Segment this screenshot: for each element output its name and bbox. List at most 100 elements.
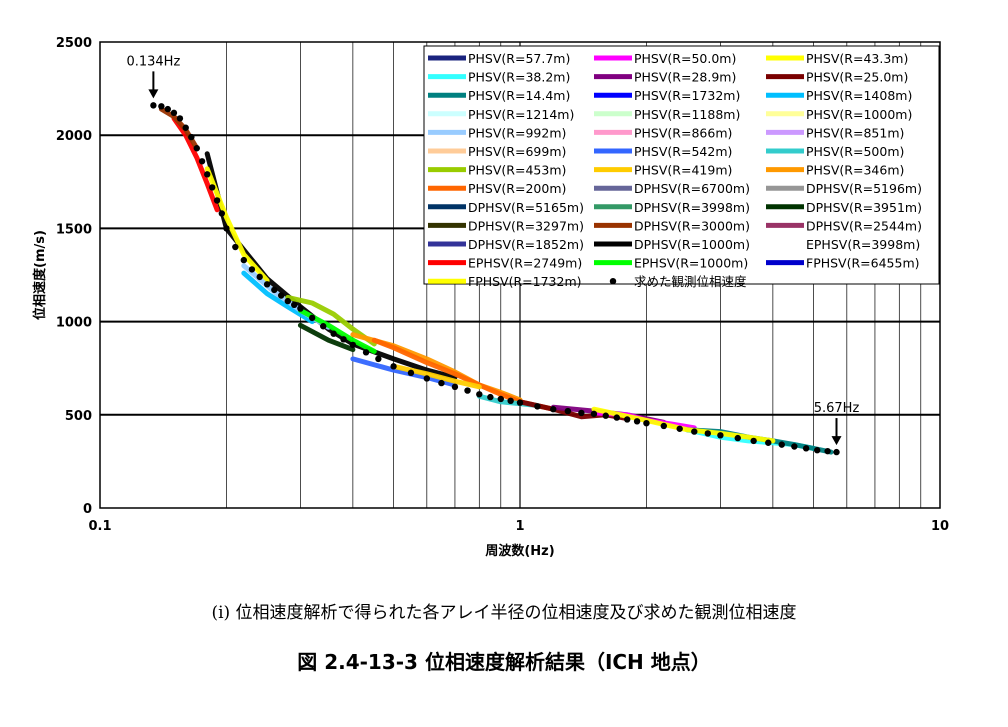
observed-point: [660, 422, 668, 430]
y-tick-label: 2000: [56, 129, 92, 144]
observed-point: [390, 363, 397, 370]
observed-point: [507, 397, 514, 405]
observed-point: [602, 412, 609, 419]
y-tick-label: 1000: [56, 316, 92, 331]
legend-label: PHSV(R=419m): [634, 163, 732, 178]
legend-label: PHSV(R=28.9m): [634, 70, 736, 85]
observed-point: [263, 281, 271, 288]
legend-label: PHSV(R=50.0m): [634, 51, 736, 66]
y-axis-label: 位相速度(m/s): [32, 230, 48, 320]
y-tick-label: 500: [65, 409, 92, 424]
observed-point: [423, 375, 431, 382]
observed-point: [271, 286, 278, 294]
observed-point: [164, 105, 171, 113]
observed-point: [633, 418, 641, 425]
observed-point: [150, 102, 157, 109]
y-tick-label: 1500: [56, 222, 92, 237]
legend-label: PHSV(R=200m): [468, 181, 566, 196]
observed-point: [624, 416, 631, 423]
observed-point: [813, 447, 821, 454]
observed-point: [362, 349, 370, 356]
tick-labels: 0 500 1000 1500 2000 2500 0.1 1 10: [56, 36, 949, 534]
observed-point: [407, 369, 415, 377]
legend-label: DPHSV(R=3951m): [806, 200, 922, 215]
legend-label: DPHSV(R=6700m): [634, 181, 750, 196]
legend-label: DPHSV(R=5196m): [806, 181, 922, 196]
legend-label: PHSV(R=43.3m): [806, 51, 908, 66]
observed-point: [176, 115, 184, 122]
x-axis-label: 周波数(Hz): [485, 543, 554, 559]
x-tick-label: 1: [515, 519, 524, 534]
observed-point: [320, 323, 327, 330]
legend-label: DPHSV(R=2544m): [806, 218, 922, 233]
legend-label: DPHSV(R=5165m): [468, 200, 584, 215]
legend-label: PHSV(R=346m): [806, 163, 904, 178]
observed-point: [516, 399, 524, 406]
observed-point: [734, 434, 741, 442]
observed-point: [464, 387, 471, 394]
observed-point: [297, 305, 304, 312]
annotation-label: 0.134Hz: [126, 54, 180, 69]
legend-label: FPHSV(R=1732m): [468, 274, 582, 289]
legend-label: DPHSV(R=3000m): [634, 218, 750, 233]
legend-label: PHSV(R=699m): [468, 144, 566, 159]
legend-label: PHSV(R=14.4m): [468, 88, 570, 103]
series-line: [171, 115, 220, 213]
observed-point: [578, 409, 585, 417]
observed-point: [209, 184, 216, 191]
legend-label: PHSV(R=1732m): [634, 88, 740, 103]
legend-label: PHSV(R=1408m): [806, 88, 912, 103]
observed-point: [613, 414, 620, 421]
legend-label: PHSV(R=453m): [468, 163, 566, 178]
observed-point: [223, 225, 230, 232]
observed-point: [349, 341, 357, 349]
observed-point: [765, 439, 772, 446]
frequency-annotation: 5.67Hz: [814, 401, 859, 446]
legend-label: PHSV(R=1000m): [806, 107, 912, 122]
series-group: [158, 106, 834, 455]
observed-point: [564, 407, 572, 415]
observed-point: [277, 292, 285, 299]
annotation-arrow-head: [148, 89, 159, 99]
observed-point: [204, 171, 211, 178]
legend-box: [423, 45, 940, 285]
series-line: [297, 322, 356, 353]
legend-marker: [609, 278, 617, 285]
legend: PHSV(R=57.7m) PHSV(R=50.0m) PHSV(R=43.3m) P…: [423, 45, 940, 289]
observed-point: [550, 406, 557, 413]
legend-label: DPHSV(R=1000m): [634, 237, 750, 252]
observed-point: [791, 443, 798, 450]
y-tick-label: 2500: [56, 36, 92, 51]
observed-point: [833, 448, 840, 456]
observed-point: [213, 197, 221, 204]
legend-label: PHSV(R=542m): [634, 144, 732, 159]
observed-point: [497, 395, 504, 403]
observed-point: [717, 432, 724, 439]
legend-label: 求めた観測位相速度: [634, 274, 747, 289]
legend-label: PHSV(R=1214m): [468, 107, 574, 122]
observed-point: [308, 314, 316, 322]
observed-point: [778, 441, 785, 448]
observed-point: [218, 210, 226, 217]
legend-label: FPHSV(R=6455m): [806, 256, 920, 271]
observed-point: [240, 256, 248, 264]
legend-label: EPHSV(R=2749m): [468, 256, 582, 271]
series-line: [204, 166, 270, 284]
subfigure-caption: (i) 位相速度解析で得られた各アレイ半径の位相速度及び求めた観測位相速度: [211, 603, 797, 623]
observed-point: [643, 419, 650, 427]
legend-label: PHSV(R=38.2m): [468, 70, 570, 85]
observed-point: [170, 109, 178, 117]
observed-point: [188, 133, 195, 141]
x-tick-label: 10: [931, 519, 949, 534]
observed-point: [691, 428, 698, 435]
observed-point: [676, 425, 683, 432]
phase-velocity-chart: 0 500 1000 1500 2000 2500 0.1 1 10 周波数(Hz) 位相速度(m/…: [32, 36, 949, 559]
observed-point: [534, 403, 541, 410]
observed-point: [248, 266, 256, 273]
legend-label: PHSV(R=866m): [634, 125, 732, 140]
observed-point: [750, 437, 757, 445]
legend-label: PHSV(R=1188m): [634, 107, 740, 122]
legend-label: PHSV(R=57.7m): [468, 51, 570, 66]
observed-point: [476, 391, 483, 398]
observed-point: [232, 243, 239, 251]
